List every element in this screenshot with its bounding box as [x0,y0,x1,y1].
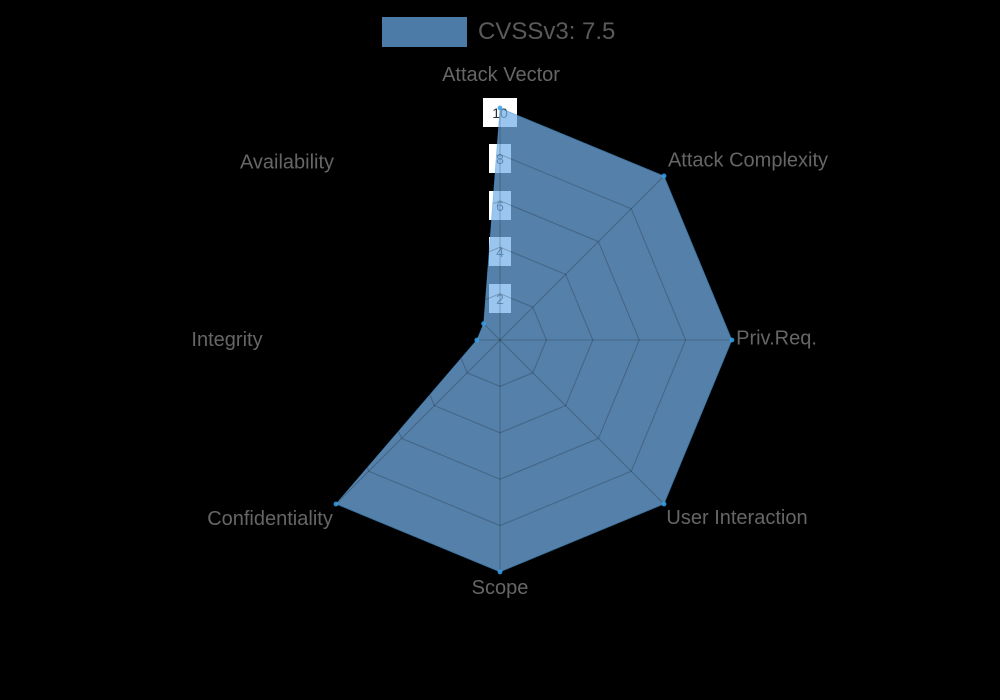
svg-text:Scope: Scope [472,577,529,599]
svg-text:Availability: Availability [240,151,334,173]
svg-text:Confidentiality: Confidentiality [207,508,333,530]
svg-text:Attack Vector: Attack Vector [442,64,560,86]
svg-text:Priv.Req.: Priv.Req. [736,328,817,350]
svg-text:User Interaction: User Interaction [666,507,807,529]
svg-text:Integrity: Integrity [191,329,262,351]
svg-text:Attack Complexity: Attack Complexity [668,150,828,172]
